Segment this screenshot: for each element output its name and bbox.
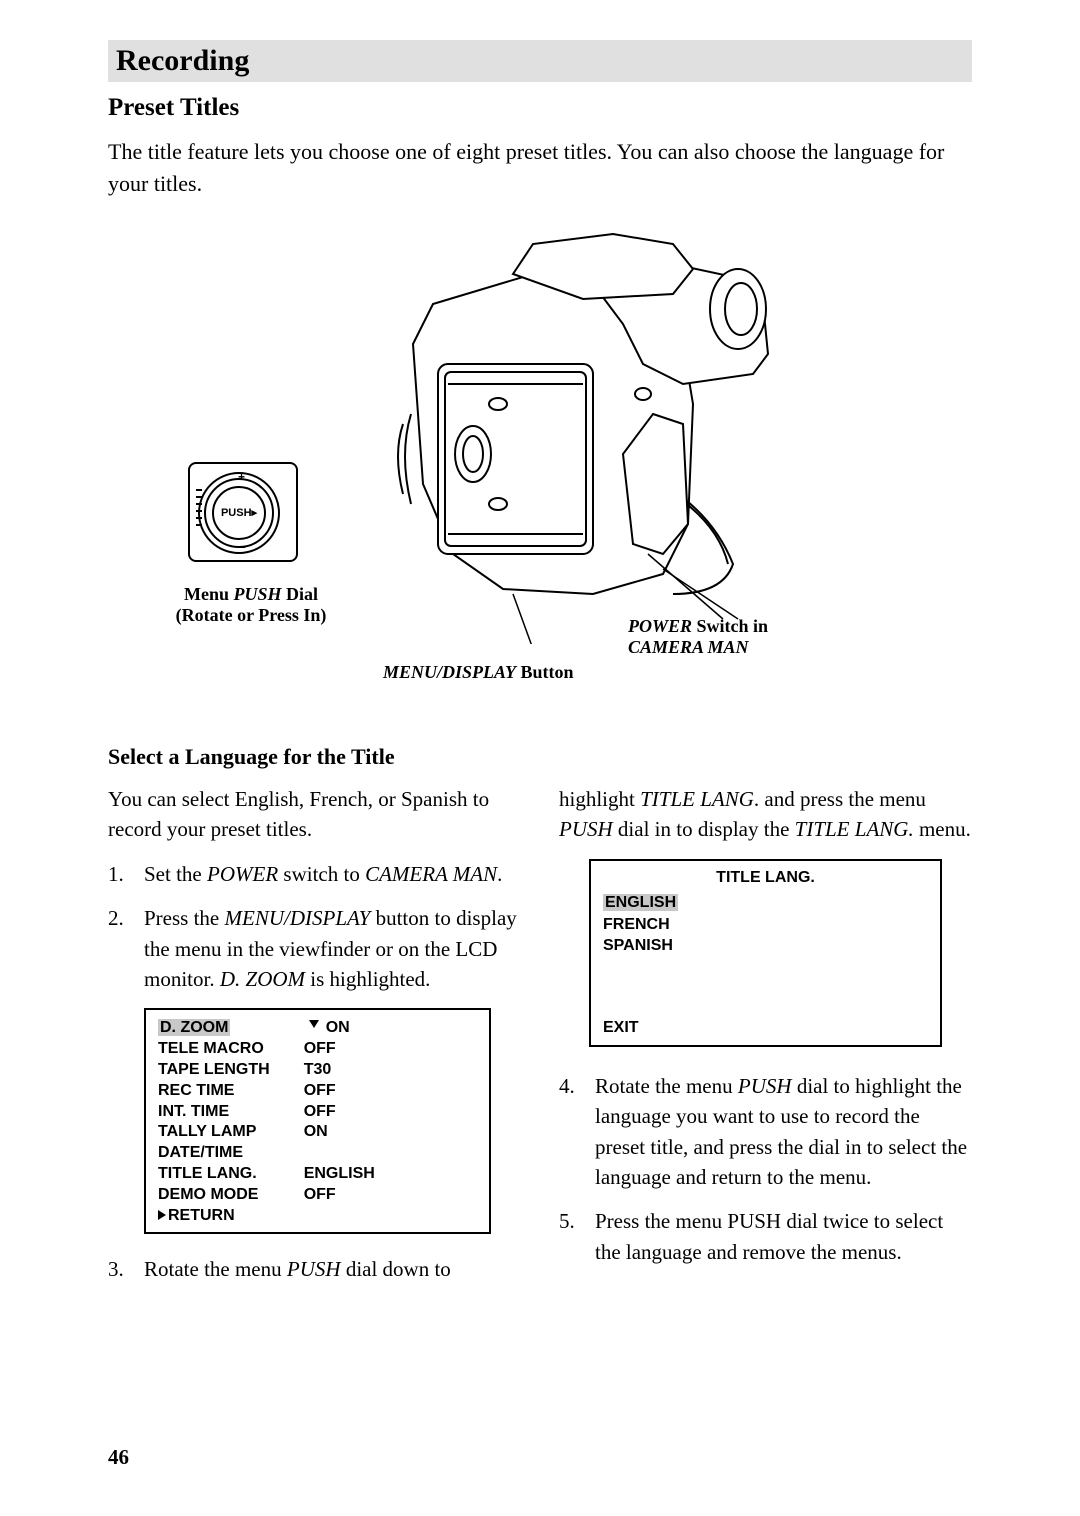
menu-display-caption: MENU/DISPLAY Button [383, 662, 574, 683]
lang-option: SPANISH [603, 935, 928, 957]
menu-item-value: OFF [276, 1185, 381, 1206]
menu-item-label: TITLE LANG. [158, 1164, 276, 1185]
menu-item-label: REC TIME [158, 1081, 276, 1102]
step-1: Set the POWER switch to CAMERA MAN. [108, 859, 521, 889]
menu-item-value: ON [276, 1018, 381, 1039]
menu-item-label: D. ZOOM [158, 1018, 276, 1039]
section-header: Recording [108, 40, 972, 82]
menu-item-value: OFF [276, 1102, 381, 1123]
menu-item-value: OFF [276, 1081, 381, 1102]
power-switch-caption: POWER Switch in CAMERA MAN [628, 616, 828, 658]
menu-item-label: TELE MACRO [158, 1039, 276, 1060]
lang-option: FRENCH [603, 914, 928, 936]
menu-item-label: TAPE LENGTH [158, 1060, 276, 1081]
push-dial-label: PUSH▸ [212, 486, 266, 540]
menu-box-main: D. ZOOMONTELE MACROOFFTAPE LENGTHT30REC … [144, 1008, 491, 1234]
right-cont-text: highlight TITLE LANG. and press the menu… [559, 784, 972, 845]
left-intro: You can select English, French, or Spani… [108, 784, 521, 845]
right-column: highlight TITLE LANG. and press the menu… [559, 784, 972, 1299]
menu-item-value [276, 1143, 381, 1164]
menu-item-value: ENGLISH [276, 1164, 381, 1185]
menu-item-value: ON [276, 1122, 381, 1143]
lang-menu-title: TITLE LANG. [603, 867, 928, 889]
step-5: Press the menu PUSH dial twice to select… [559, 1206, 972, 1267]
steps-list-right: Rotate the menu PUSH dial to highlight t… [559, 1071, 972, 1268]
menu-return: RETURN [168, 1207, 235, 1224]
push-dial-inset: PUSH▸ + – [188, 462, 298, 562]
left-column: You can select English, French, or Spani… [108, 784, 521, 1299]
camcorder-diagram: PUSH▸ + – Menu PUSH Dial (Rotate or Pres… [108, 224, 972, 704]
step-4: Rotate the menu PUSH dial to highlight t… [559, 1071, 972, 1193]
step-2: Press the MENU/DISPLAY button to display… [108, 903, 521, 994]
step-3: Rotate the menu PUSH dial down to [108, 1254, 521, 1284]
steps-list-left: Set the POWER switch to CAMERA MAN. Pres… [108, 859, 521, 995]
menu-item-label: DEMO MODE [158, 1185, 276, 1206]
menu-item-label: TALLY LAMP [158, 1122, 276, 1143]
subtitle: Preset Titles [108, 94, 972, 122]
two-column-body: You can select English, French, or Spani… [108, 784, 972, 1299]
dial-plus-icon: + [238, 470, 245, 484]
steps-list-left-cont: Rotate the menu PUSH dial down to [108, 1254, 521, 1284]
lang-option: ENGLISH [603, 892, 928, 914]
menu-item-label: DATE/TIME [158, 1143, 276, 1164]
camcorder-icon [333, 224, 813, 644]
menu-box-lang: TITLE LANG. ENGLISHFRENCHSPANISH EXIT [589, 859, 942, 1047]
dial-minus-icon: – [238, 538, 246, 554]
lang-menu-exit: EXIT [603, 1017, 928, 1039]
intro-text: The title feature lets you choose one of… [108, 136, 972, 200]
menu-dial-caption: Menu PUSH Dial (Rotate or Press In) [136, 584, 366, 626]
menu-item-label: INT. TIME [158, 1102, 276, 1123]
sub-heading: Select a Language for the Title [108, 744, 972, 770]
menu-item-value: T30 [276, 1060, 381, 1081]
menu-item-value: OFF [276, 1039, 381, 1060]
page-number: 46 [108, 1445, 129, 1470]
